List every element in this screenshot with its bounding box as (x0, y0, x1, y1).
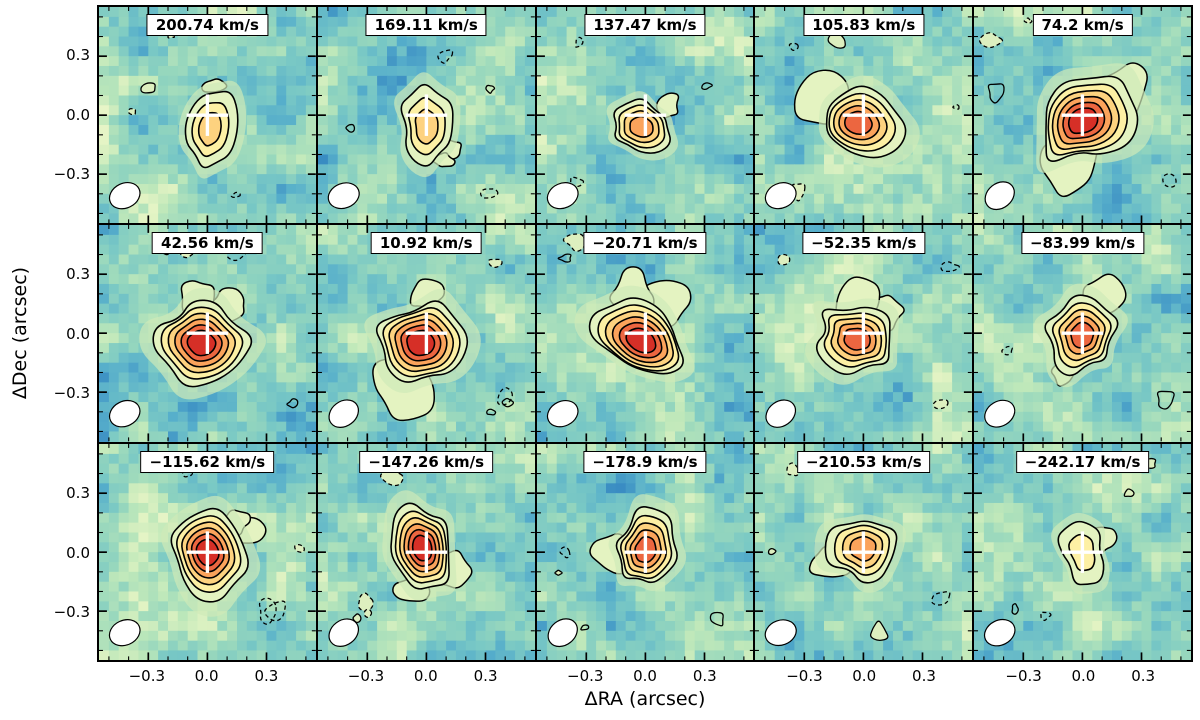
velocity-label: 169.11 km/s (365, 14, 487, 36)
channel-map-panel: 74.2 km/s (973, 6, 1192, 225)
x-tick-label: −0.3 (347, 667, 385, 685)
channel-map-panel: 200.74 km/s (98, 6, 317, 225)
velocity-label: −83.99 km/s (1020, 232, 1145, 255)
y-tick-label: −0.3 (53, 384, 90, 403)
x-tick-label: 0.3 (473, 667, 498, 685)
y-tick-label: 0.0 (66, 324, 90, 343)
x-tick-label: 0.0 (1071, 667, 1096, 685)
channel-map-panel: 42.56 km/s (98, 224, 317, 443)
channel-map-canvas (755, 443, 973, 660)
channel-map-panel: 10.92 km/s (316, 224, 536, 443)
channel-map-panel: −20.71 km/s (535, 224, 755, 443)
x-tick-label: 0.3 (692, 667, 717, 685)
channel-map-panel: 169.11 km/s (316, 6, 536, 225)
channel-map-panel: −210.53 km/s (754, 442, 974, 661)
channel-map-canvas (317, 7, 535, 224)
x-tick-label: 0.3 (254, 667, 279, 685)
y-tick-label: −0.3 (53, 165, 90, 184)
channel-map-panel: −178.9 km/s (535, 442, 755, 661)
velocity-label: −52.35 km/s (802, 232, 926, 255)
channel-map-panel: −115.62 km/s (98, 442, 317, 661)
channel-map-canvas (536, 7, 754, 224)
x-tick-label: −0.3 (1005, 667, 1042, 685)
velocity-label: 10.92 km/s (370, 232, 482, 255)
velocity-label: 42.56 km/s (152, 232, 263, 255)
y-tick-label: 0.3 (66, 45, 90, 64)
channel-map-panel: −83.99 km/s (973, 224, 1192, 443)
y-tick-label: −0.3 (53, 603, 90, 622)
y-tick-label: 0.3 (66, 264, 90, 283)
y-axis-title: ΔDec (arcsec) (9, 266, 31, 400)
channel-map-panel: 105.83 km/s (754, 6, 974, 225)
x-tick-label: 0.0 (194, 667, 219, 685)
x-tick-label: 0.0 (633, 667, 657, 685)
channel-map-canvas (974, 225, 1191, 442)
channel-map-canvas (317, 225, 535, 442)
x-tick-label: −0.3 (567, 667, 604, 685)
velocity-label: 137.47 km/s (584, 14, 706, 36)
channel-map-panel: −147.26 km/s (316, 442, 536, 661)
channel-map-panel: −242.17 km/s (973, 442, 1192, 661)
velocity-label: −147.26 km/s (359, 450, 494, 473)
x-tick-label: 0.0 (852, 667, 877, 685)
x-tick-label: 0.3 (912, 667, 936, 685)
channel-map-canvas (99, 443, 316, 660)
velocity-label: 200.74 km/s (146, 14, 268, 36)
velocity-label: −242.17 km/s (1015, 450, 1150, 473)
y-tick-label: 0.0 (66, 543, 90, 562)
channel-map-canvas (974, 443, 1191, 660)
velocity-label: −178.9 km/s (583, 450, 707, 473)
velocity-label: −210.53 km/s (796, 450, 931, 473)
x-tick-label: −0.3 (128, 667, 166, 685)
channel-map-canvas (536, 443, 754, 660)
y-tick-label: 0.0 (66, 105, 90, 124)
channel-map-panel: −52.35 km/s (754, 224, 974, 443)
x-axis-title: ΔRA (arcsec) (584, 688, 706, 710)
channel-map-canvas (99, 225, 316, 442)
y-tick-label: 0.3 (66, 483, 90, 502)
channel-map-canvas (974, 7, 1191, 224)
channel-map-canvas (317, 443, 535, 660)
channel-map-panel: 137.47 km/s (535, 6, 755, 225)
channel-map-canvas (99, 7, 316, 224)
x-tick-label: −0.3 (786, 667, 823, 685)
x-tick-label: 0.0 (413, 667, 438, 685)
velocity-label: −20.71 km/s (583, 232, 707, 255)
channel-map-canvas (755, 7, 973, 224)
velocity-label: 105.83 km/s (803, 14, 925, 36)
panel-grid: 200.74 km/s 169.11 km/s 137.47 km/s 105.… (97, 5, 1193, 662)
channel-map-canvas (755, 225, 973, 442)
velocity-label: 74.2 km/s (1032, 14, 1133, 36)
channel-map-canvas (536, 225, 754, 442)
velocity-label: −115.62 km/s (140, 450, 275, 473)
x-tick-label: 0.3 (1131, 667, 1156, 685)
